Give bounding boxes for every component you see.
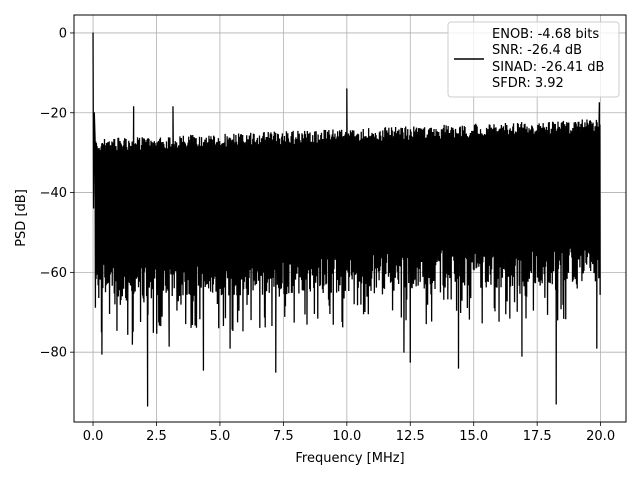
y-tick-label: 0 [59,26,67,41]
legend-box [447,21,620,98]
psd-dip-point [168,345,170,347]
psd-peak-point [93,112,95,114]
psd-dip-point [202,369,205,371]
y-tick-label: −40 [40,186,67,201]
y-axis-label: PSD [dB] [14,189,29,247]
x-tick-label: 10.0 [332,429,361,444]
x-tick-label: 7.5 [273,429,294,444]
psd-dip-point [275,371,277,373]
psd-dip-point [101,353,103,355]
x-tick-label: 2.5 [146,429,167,444]
series-psd [92,32,601,407]
y-tick-label: −80 [40,346,67,361]
legend-entry-snr: SNR: -26.4 dB [492,43,582,58]
psd-dip-point [147,405,149,407]
x-tick-label: 5.0 [210,429,231,444]
psd-dip-point [457,367,460,369]
psd-dip-point [555,403,557,405]
psd-dip-point [596,347,598,349]
psd-peak-point [133,106,135,108]
x-axis: 0.0 2.5 5.0 7.5 10.0 12.5 15.0 17.5 20.0 [83,422,615,444]
x-axis-label: Frequency [MHz] [295,451,404,466]
psd-dip-point [131,343,133,345]
psd-dip-point [521,355,523,357]
plot-frame [73,14,627,423]
x-tick-label: 0.0 [83,429,104,444]
psd-peak-point [92,32,94,34]
psd-peak-point [172,106,174,108]
y-tick-label: −20 [40,106,67,121]
psd-dip-point [403,351,405,353]
x-tick-label: 17.5 [523,429,552,444]
psd-peak-point [346,88,348,90]
y-axis: 0 −20 −40 −60 −80 [40,26,74,361]
legend: ENOB: -4.68 bits SNR: -26.4 dB SINAD: -2… [447,21,620,98]
x-tick-label: 15.0 [459,429,488,444]
psd-series-line [92,32,601,407]
legend-entry-sfdr: SFDR: 3.92 [492,76,564,91]
x-tick-label: 20.0 [586,429,615,444]
legend-entry-sinad: SINAD: -26.41 dB [492,60,604,75]
x-tick-label: 12.5 [396,429,425,444]
psd-dip-point [409,361,411,363]
legend-entry-enob: ENOB: -4.68 bits [492,27,599,42]
psd-dip-point [229,347,231,349]
y-tick-label: −60 [40,266,67,281]
psd-peak-point [598,102,600,104]
